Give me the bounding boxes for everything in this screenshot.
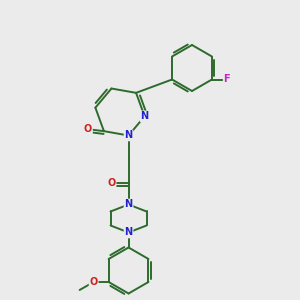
Text: N: N bbox=[124, 200, 133, 209]
Text: F: F bbox=[224, 74, 230, 85]
Text: O: O bbox=[84, 124, 92, 134]
Text: O: O bbox=[107, 178, 116, 188]
Text: N: N bbox=[124, 130, 133, 140]
Text: O: O bbox=[89, 277, 98, 287]
Text: N: N bbox=[141, 111, 149, 121]
Text: N: N bbox=[124, 227, 133, 238]
